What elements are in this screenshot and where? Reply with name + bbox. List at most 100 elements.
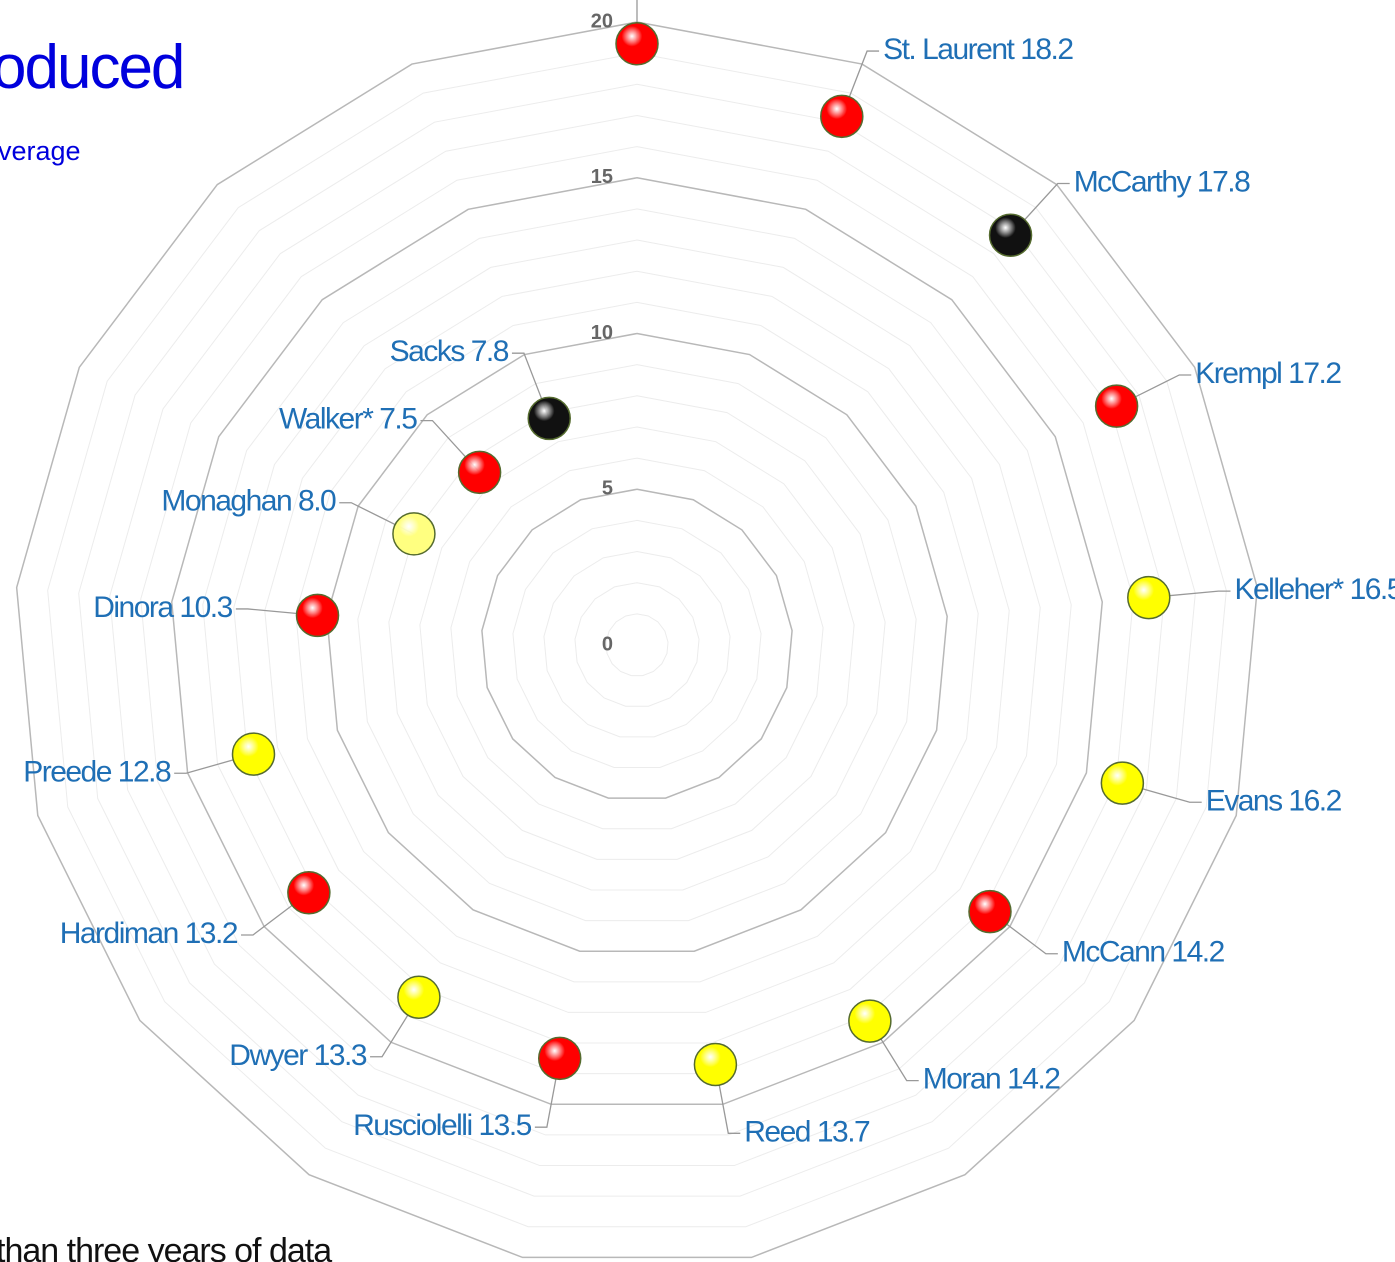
category-label: Preede xyxy=(23,755,112,788)
marker xyxy=(1127,575,1171,620)
minor-grid xyxy=(450,457,824,830)
value-label: 12.8 xyxy=(118,755,171,788)
minor-grid xyxy=(78,83,1196,1197)
leader-line xyxy=(1010,182,1070,236)
category-label: Krempl xyxy=(1195,357,1281,390)
chart-subtitle: verage xyxy=(0,136,81,166)
minor-grid xyxy=(419,426,855,860)
leader-line xyxy=(420,419,481,473)
minor-grid xyxy=(512,519,762,768)
leader-line xyxy=(370,996,420,1058)
data-label: St. Laurent 18.2 xyxy=(883,33,1073,66)
category-label: Dinora xyxy=(93,591,174,624)
leader-line xyxy=(636,0,638,44)
grid: 0 5 10 15 20 xyxy=(15,10,1259,1259)
footnote: than three years of data xyxy=(0,1232,332,1262)
data-label: McCarthy 17.8 xyxy=(1074,165,1250,198)
category-label: Evans xyxy=(1206,784,1282,817)
data-label: Walker* 7.5 xyxy=(279,403,417,436)
category-label: Dwyer xyxy=(229,1039,308,1072)
data-label: Rusciolelli 13.5 xyxy=(353,1109,532,1142)
minor-grid xyxy=(543,551,731,738)
leader-line xyxy=(339,502,415,535)
leader-line xyxy=(714,1064,741,1134)
value-label: 18.2 xyxy=(1020,33,1073,66)
data-label: Moran 14.2 xyxy=(923,1063,1061,1096)
data-label: McCann 14.2 xyxy=(1062,936,1225,969)
data-label: Kelleher* 16.5 xyxy=(1234,573,1395,606)
minor-grid xyxy=(109,114,1165,1167)
leader-line xyxy=(235,608,318,617)
leader-line xyxy=(1122,782,1202,803)
data-label: Reed 13.7 xyxy=(744,1115,870,1148)
minor-grid xyxy=(202,208,1072,1075)
value-label: 17.8 xyxy=(1197,165,1250,198)
value-label: 14.2 xyxy=(1007,1063,1060,1096)
value-label: 8.0 xyxy=(298,485,336,518)
value-label: 13.3 xyxy=(314,1039,367,1072)
leader-line xyxy=(1116,374,1192,407)
marker xyxy=(848,999,892,1043)
r-tick-label: 20 xyxy=(591,10,613,32)
value-label: 14.2 xyxy=(1171,936,1224,969)
r-tick-label: 15 xyxy=(591,166,613,188)
marker xyxy=(231,732,276,776)
marker xyxy=(820,94,864,139)
category-label: McCann xyxy=(1062,936,1165,969)
data-label: Dinora 10.3 xyxy=(93,591,232,624)
value-label: 13.2 xyxy=(185,917,238,950)
category-label: Rusciolelli xyxy=(353,1109,472,1142)
r-tick-label: 5 xyxy=(602,478,613,500)
value-label: 7.5 xyxy=(379,403,417,436)
category-label: Sacks xyxy=(390,335,465,368)
data-label: Krempl 17.2 xyxy=(1195,357,1341,390)
marker xyxy=(397,975,441,1019)
leader-line xyxy=(1148,590,1231,599)
marker xyxy=(537,1036,582,1081)
data-label: Evans 16.2 xyxy=(1206,784,1342,817)
category-label: Hardiman xyxy=(60,917,178,950)
grid-ring xyxy=(481,488,793,799)
grid-ring xyxy=(326,332,948,952)
value-label: 13.7 xyxy=(817,1115,870,1148)
category-label: Monaghan xyxy=(161,485,291,518)
data-label: Dwyer 13.3 xyxy=(229,1039,367,1072)
value-label: 13.5 xyxy=(478,1109,531,1142)
minor-grid xyxy=(264,270,1010,1013)
grid-ring xyxy=(15,21,1259,1259)
leader-line xyxy=(841,50,880,117)
marker xyxy=(392,512,436,556)
grid-ring xyxy=(170,176,1104,1106)
minor-grid xyxy=(357,364,917,922)
category-label: Reed xyxy=(744,1115,810,1148)
value-label: 10.3 xyxy=(179,591,232,624)
category-label: Kelleher* xyxy=(1234,573,1344,606)
marker xyxy=(287,871,331,915)
marker xyxy=(968,889,1012,934)
marker xyxy=(988,213,1033,257)
marker xyxy=(457,450,502,495)
minor-grid xyxy=(47,52,1227,1228)
category-label: Walker* xyxy=(279,403,374,436)
data-label: Hardiman 13.2 xyxy=(60,917,238,950)
category-label: McCarthy xyxy=(1074,165,1192,198)
marker xyxy=(693,1042,738,1087)
marker xyxy=(615,22,659,66)
marker xyxy=(1100,761,1145,805)
data-label: Preede 12.8 xyxy=(23,755,171,788)
chart-title: oduced xyxy=(0,33,183,102)
minor-grid xyxy=(605,613,669,677)
r-tick-label: 0 xyxy=(602,633,613,655)
value-label: 7.8 xyxy=(471,335,509,368)
category-label: Moran xyxy=(923,1063,1001,1096)
value-label: 17.2 xyxy=(1288,357,1341,390)
marker xyxy=(527,396,571,441)
minor-grid xyxy=(574,582,700,707)
marker xyxy=(1094,384,1139,428)
minor-grid xyxy=(233,239,1041,1044)
leader-line xyxy=(241,892,310,936)
marker xyxy=(295,593,340,638)
r-tick-label: 10 xyxy=(591,322,613,344)
